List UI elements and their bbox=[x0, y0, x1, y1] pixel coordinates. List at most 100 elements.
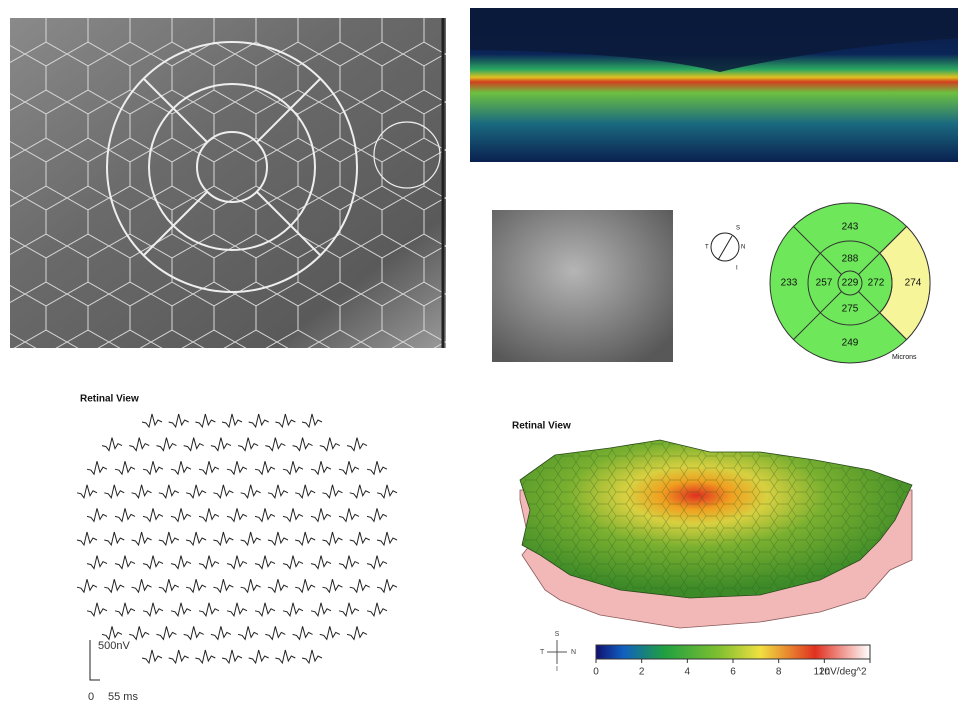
colorbar-tick-label: 8 bbox=[776, 667, 782, 678]
waveform bbox=[141, 413, 163, 429]
thickness-value: 275 bbox=[842, 304, 859, 315]
waveform bbox=[170, 508, 192, 523]
compass-label: I bbox=[736, 266, 738, 272]
waveform bbox=[338, 508, 360, 523]
waveform bbox=[310, 461, 332, 476]
waveform bbox=[114, 602, 136, 617]
waveform bbox=[213, 484, 234, 499]
waveform bbox=[221, 649, 243, 665]
orientation-compass: S N I T bbox=[705, 226, 745, 272]
waveform bbox=[349, 531, 370, 547]
response-surface bbox=[519, 439, 913, 629]
waveform bbox=[86, 508, 108, 523]
waveform bbox=[237, 437, 259, 452]
waveform bbox=[338, 602, 360, 617]
waveform bbox=[198, 602, 220, 617]
waveform bbox=[86, 602, 108, 617]
waveform bbox=[376, 579, 398, 594]
waveform bbox=[226, 555, 248, 570]
waveform bbox=[131, 531, 152, 547]
waveform bbox=[366, 508, 388, 523]
waveform bbox=[265, 437, 286, 452]
waveform bbox=[198, 555, 220, 570]
waveform bbox=[267, 579, 289, 594]
waveform bbox=[198, 461, 220, 476]
waveform bbox=[338, 555, 360, 570]
thickness-value: 257 bbox=[816, 278, 833, 289]
waveform bbox=[226, 508, 248, 523]
unit-label: Microns bbox=[892, 354, 917, 361]
thickness-value: 229 bbox=[842, 278, 859, 289]
scale-label: 500nV bbox=[98, 640, 130, 652]
waveform bbox=[310, 602, 332, 617]
waveform bbox=[170, 461, 192, 476]
waveform bbox=[254, 508, 276, 523]
waveform bbox=[226, 602, 248, 617]
waveform bbox=[104, 531, 125, 547]
colorbar-tick-label: 12nV/deg^2 bbox=[813, 667, 867, 678]
waveform bbox=[168, 413, 189, 429]
waveform bbox=[295, 484, 316, 499]
oct-scan bbox=[470, 8, 958, 162]
waveform bbox=[213, 579, 234, 594]
waveform bbox=[158, 531, 180, 547]
colorbar-tick-label: 2 bbox=[639, 667, 645, 678]
colorbar-tick-label: 0 bbox=[593, 667, 599, 678]
waveform bbox=[322, 579, 343, 594]
waveform bbox=[104, 484, 125, 499]
waveform bbox=[101, 437, 123, 452]
panel-title: Retinal View bbox=[512, 421, 571, 432]
waveform bbox=[221, 413, 243, 429]
waveform bbox=[292, 437, 313, 452]
waveform bbox=[376, 484, 398, 499]
waveform bbox=[240, 531, 261, 547]
waveform bbox=[282, 555, 304, 570]
waveform bbox=[142, 602, 164, 617]
waveform bbox=[301, 649, 323, 665]
waveform bbox=[338, 461, 360, 476]
waveform bbox=[185, 484, 207, 499]
orientation-compass: S N I T bbox=[540, 631, 576, 673]
waveform bbox=[254, 555, 276, 570]
waveform bbox=[346, 437, 368, 452]
compass-label: S bbox=[555, 631, 560, 638]
waveform bbox=[198, 508, 220, 523]
waveform bbox=[301, 413, 323, 429]
compass-label: I bbox=[556, 666, 558, 673]
waveform bbox=[322, 484, 343, 499]
waveform bbox=[376, 531, 398, 547]
waveform bbox=[349, 484, 370, 499]
waveform bbox=[295, 531, 316, 547]
waveform bbox=[142, 461, 164, 476]
waveform bbox=[282, 461, 304, 476]
colorbar-tick-label: 6 bbox=[730, 667, 736, 678]
waveform bbox=[267, 531, 289, 547]
waveform bbox=[240, 579, 261, 594]
waveform bbox=[319, 626, 341, 641]
waveform bbox=[183, 626, 204, 641]
waveform bbox=[265, 626, 286, 641]
panel-title: Retinal View bbox=[80, 394, 139, 405]
waveform bbox=[210, 626, 232, 641]
waveform bbox=[142, 555, 164, 570]
thickness-value: 233 bbox=[781, 278, 798, 289]
waveform bbox=[142, 508, 164, 523]
fundus-panel bbox=[10, 18, 446, 348]
waveform bbox=[226, 461, 248, 476]
waveform bbox=[248, 649, 269, 665]
trace-array bbox=[76, 413, 398, 665]
waveform bbox=[319, 437, 341, 452]
waveform bbox=[195, 649, 216, 665]
waveform bbox=[366, 461, 388, 476]
waveform bbox=[292, 626, 313, 641]
waveform bbox=[237, 626, 259, 641]
waveform bbox=[170, 555, 192, 570]
waveform bbox=[101, 626, 123, 641]
thickness-value: 274 bbox=[905, 278, 922, 289]
waveform bbox=[295, 579, 316, 594]
thickness-value: 243 bbox=[842, 222, 859, 233]
waveform bbox=[346, 626, 368, 641]
waveform bbox=[156, 437, 177, 452]
waveform bbox=[254, 602, 276, 617]
waveform bbox=[213, 531, 234, 547]
